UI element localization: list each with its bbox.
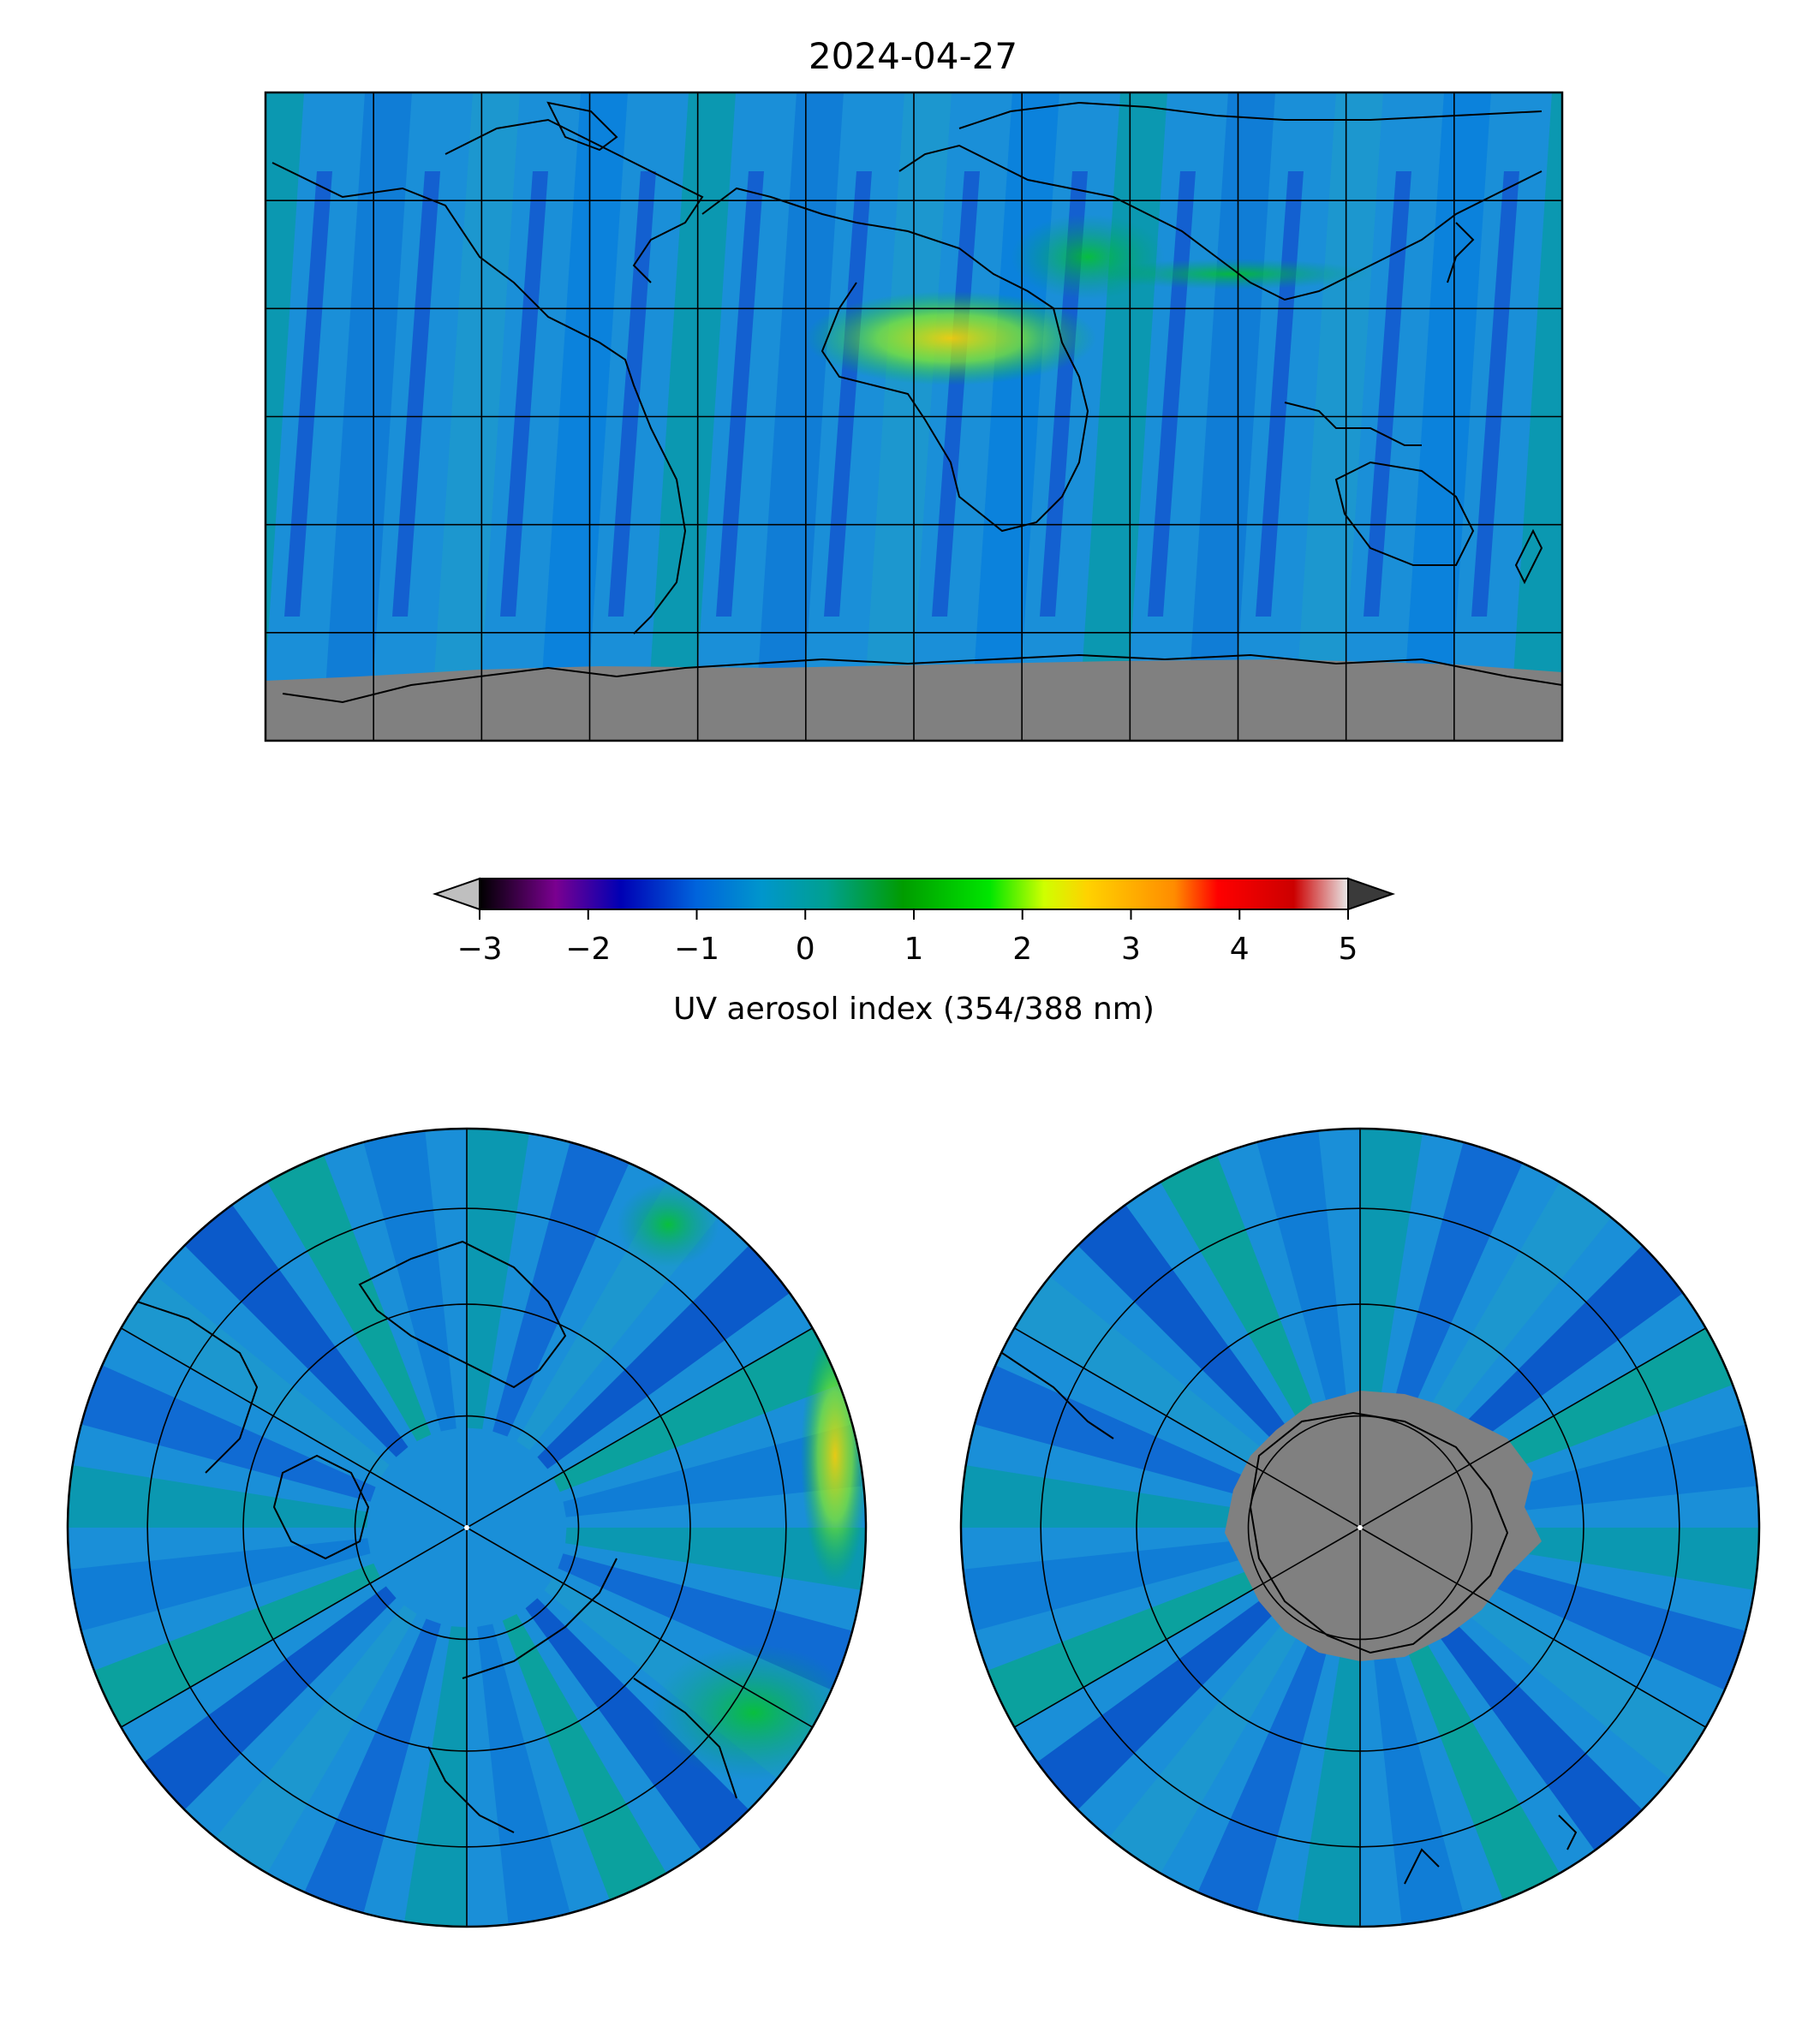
north-coastlines	[136, 1240, 737, 1833]
orbit-swath	[492, 1129, 637, 1437]
colorbar-tick-label: 3	[1121, 932, 1141, 967]
orbit-swath	[1437, 1577, 1723, 1791]
global-map-frame	[264, 91, 1564, 742]
low-index-streak	[1471, 171, 1519, 617]
low-index-streak	[1364, 171, 1411, 617]
orbit-swath	[170, 1189, 409, 1457]
orbit-swath	[502, 1613, 677, 1919]
low-index-streak	[608, 171, 656, 617]
north-orbit-swaths	[68, 1129, 866, 1927]
global-gridlines	[266, 92, 1562, 741]
orbit-swath	[961, 1357, 1269, 1502]
orbit-swath	[1418, 1598, 1656, 1867]
orbit-swath	[257, 1136, 432, 1442]
colorbar: −3 −2 −1 0 1 2 3 4 5 UV aerosol index (354/388 n…	[432, 877, 1396, 1027]
low-index-streak	[284, 171, 332, 617]
meridian	[466, 1527, 831, 1738]
colorbar-under-extension	[432, 877, 480, 911]
orbit-swath	[266, 92, 304, 676]
low-index-streak	[500, 171, 548, 617]
orbit-swath	[1064, 1189, 1302, 1457]
meridian	[996, 1317, 1361, 1528]
orbit-swath	[68, 1538, 371, 1636]
orbit-swath	[1251, 1129, 1350, 1432]
north-polar-frame	[66, 1127, 868, 1928]
colorbar-over-extension	[1347, 877, 1396, 911]
colorbar-bar	[479, 878, 1349, 910]
orbit-swath	[1410, 1165, 1624, 1451]
middle-east-aerosol-plume	[1011, 214, 1165, 300]
figure-title: 2024-04-27	[809, 35, 1017, 77]
low-index-streak	[392, 171, 440, 617]
south-polar-frame	[959, 1127, 1761, 1928]
global-map	[264, 91, 1627, 742]
orbit-swath	[1294, 1626, 1360, 1927]
sahara-aerosol-plume	[805, 291, 1096, 385]
orbit-swath	[128, 1586, 397, 1824]
low-index-streak	[1579, 171, 1627, 617]
colorbar-tick-label: 4	[1230, 932, 1250, 967]
north-polar-map	[66, 1127, 868, 1928]
low-index-streak	[932, 171, 980, 617]
orbit-swath	[537, 1231, 806, 1469]
north-aerosol-plume-northeast	[617, 1182, 719, 1267]
orbit-swath	[477, 1624, 576, 1927]
low-index-streak	[824, 171, 872, 617]
orbit-swath	[969, 1563, 1274, 1737]
orbit-swath	[525, 1598, 763, 1867]
orbit-swath	[1430, 1231, 1699, 1469]
colorbar-tick-label: 1	[904, 932, 924, 967]
orbit-swath	[358, 1129, 456, 1432]
orbit-swath	[401, 1626, 467, 1927]
north-aerosol-plume-southeast	[651, 1644, 856, 1781]
orbit-swath	[1456, 1419, 1759, 1517]
meridian	[466, 1317, 831, 1528]
orbit-swath	[104, 1264, 390, 1478]
south-orbit-swaths	[961, 1129, 1759, 1927]
south-polar-map	[959, 1127, 1761, 1928]
south-gridlines	[996, 1129, 1724, 1927]
orbit-swath	[296, 1618, 441, 1927]
colorbar-tick-label: −1	[674, 932, 719, 967]
meridian	[1359, 1317, 1724, 1528]
orbit-swath	[1446, 1318, 1751, 1493]
orbit-swath	[1096, 1605, 1310, 1891]
orbit-swath	[1370, 1624, 1469, 1927]
orbit-swath	[1360, 1129, 1426, 1429]
orbit-swath	[961, 1538, 1264, 1636]
orbit-swath	[552, 1318, 858, 1493]
north-pole-marker	[464, 1525, 469, 1530]
orbit-swath	[467, 1129, 533, 1429]
orbit-swath	[75, 1563, 381, 1737]
colorbar-tick-label: 5	[1339, 932, 1358, 967]
colorbar-label: UV aerosol index (354/388 nm)	[673, 992, 1155, 1027]
meridian	[103, 1317, 468, 1528]
global-coastlines	[272, 101, 1562, 704]
colorbar-tick-label: 2	[1012, 932, 1032, 967]
colorbar-tick-label: −2	[565, 932, 611, 967]
orbit-swath	[68, 1462, 368, 1528]
orbit-swath	[565, 1528, 866, 1594]
orbit-swath	[961, 1462, 1262, 1528]
antarctica-no-data-region	[1225, 1391, 1542, 1661]
orbit-swath	[1395, 1613, 1570, 1919]
asia-aerosol-plume	[1096, 259, 1370, 289]
orbit-swath	[997, 1264, 1283, 1478]
meridian	[996, 1527, 1361, 1738]
orbit-swath	[203, 1605, 417, 1891]
colorbar-tick-label: −3	[456, 932, 502, 967]
orbit-swath	[1386, 1129, 1531, 1437]
meridian	[103, 1527, 468, 1738]
low-index-streak	[716, 171, 764, 617]
colorbar-ticks: −3 −2 −1 0 1 2 3 4 5	[456, 909, 1358, 967]
colorbar-tick-label: 0	[796, 932, 815, 967]
north-gridlines	[103, 1129, 831, 1927]
orbit-swath	[1150, 1136, 1325, 1442]
orbit-swath	[1190, 1618, 1334, 1927]
orbit-swath	[1021, 1586, 1290, 1824]
south-pole-marker	[1358, 1525, 1363, 1530]
orbit-swath	[1451, 1553, 1759, 1698]
meridian	[1359, 1527, 1724, 1738]
